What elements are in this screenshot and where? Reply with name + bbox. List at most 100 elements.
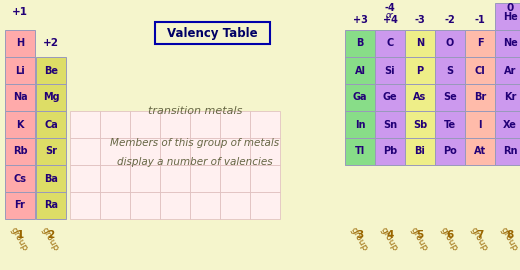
Bar bbox=[5, 165, 35, 192]
Text: C: C bbox=[386, 39, 394, 49]
Text: -1: -1 bbox=[475, 15, 485, 25]
Bar bbox=[375, 111, 405, 138]
Bar bbox=[435, 84, 465, 111]
Bar bbox=[100, 138, 130, 165]
Bar bbox=[435, 111, 465, 138]
Text: +4: +4 bbox=[383, 15, 397, 25]
Text: Members of this group of metals: Members of this group of metals bbox=[110, 139, 280, 148]
Text: group: group bbox=[40, 226, 60, 253]
Bar bbox=[36, 192, 66, 219]
Text: Kr: Kr bbox=[504, 93, 516, 103]
Bar bbox=[130, 111, 160, 138]
Text: S: S bbox=[447, 66, 453, 76]
Text: group: group bbox=[499, 226, 519, 253]
Text: 0: 0 bbox=[506, 3, 514, 13]
Bar bbox=[160, 138, 190, 165]
Bar bbox=[220, 111, 250, 138]
Bar bbox=[250, 138, 280, 165]
Bar bbox=[100, 111, 130, 138]
Bar bbox=[220, 192, 250, 219]
Bar bbox=[435, 138, 465, 165]
Text: 7: 7 bbox=[476, 230, 484, 240]
Bar bbox=[405, 84, 435, 111]
Text: Valency Table: Valency Table bbox=[167, 26, 258, 39]
Bar bbox=[190, 138, 220, 165]
Text: Be: Be bbox=[44, 66, 58, 76]
Text: Al: Al bbox=[355, 66, 366, 76]
Bar bbox=[190, 111, 220, 138]
Text: group: group bbox=[469, 226, 489, 253]
Bar bbox=[70, 138, 100, 165]
Bar bbox=[250, 111, 280, 138]
Text: Bi: Bi bbox=[414, 147, 425, 157]
Text: 5: 5 bbox=[417, 230, 424, 240]
Bar bbox=[100, 192, 130, 219]
Bar bbox=[190, 192, 220, 219]
Bar bbox=[405, 30, 435, 57]
Bar bbox=[250, 192, 280, 219]
Text: +1: +1 bbox=[12, 7, 28, 17]
Bar bbox=[36, 57, 66, 84]
Bar bbox=[465, 111, 495, 138]
Text: -4: -4 bbox=[385, 3, 395, 13]
Text: -3: -3 bbox=[414, 15, 425, 25]
Text: Tl: Tl bbox=[355, 147, 365, 157]
Bar bbox=[495, 30, 520, 57]
Text: Ge: Ge bbox=[383, 93, 397, 103]
Text: Rn: Rn bbox=[503, 147, 517, 157]
Bar bbox=[495, 111, 520, 138]
Text: group: group bbox=[9, 226, 30, 253]
Text: Fr: Fr bbox=[15, 201, 25, 211]
Bar bbox=[345, 138, 375, 165]
Bar bbox=[495, 57, 520, 84]
Bar bbox=[465, 84, 495, 111]
Bar bbox=[375, 30, 405, 57]
Text: Na: Na bbox=[12, 93, 28, 103]
Bar bbox=[405, 111, 435, 138]
Bar bbox=[345, 30, 375, 57]
Text: Sr: Sr bbox=[45, 147, 57, 157]
Text: Ga: Ga bbox=[353, 93, 367, 103]
Text: O: O bbox=[446, 39, 454, 49]
Bar bbox=[435, 57, 465, 84]
Bar bbox=[130, 165, 160, 192]
Bar bbox=[36, 111, 66, 138]
Text: Se: Se bbox=[443, 93, 457, 103]
Bar bbox=[190, 165, 220, 192]
Text: +3: +3 bbox=[353, 15, 368, 25]
Text: Po: Po bbox=[443, 147, 457, 157]
Bar bbox=[5, 84, 35, 111]
Text: group: group bbox=[439, 226, 460, 253]
Bar bbox=[375, 138, 405, 165]
Bar bbox=[36, 165, 66, 192]
Bar bbox=[70, 111, 100, 138]
Bar bbox=[495, 3, 520, 30]
Text: Si: Si bbox=[385, 66, 395, 76]
Text: 1: 1 bbox=[16, 230, 23, 240]
Bar bbox=[155, 22, 270, 44]
Text: Cs: Cs bbox=[14, 174, 27, 184]
Text: 6: 6 bbox=[446, 230, 453, 240]
Text: 8: 8 bbox=[506, 230, 514, 240]
Text: Pb: Pb bbox=[383, 147, 397, 157]
Text: Br: Br bbox=[474, 93, 486, 103]
Text: As: As bbox=[413, 93, 426, 103]
Bar bbox=[405, 138, 435, 165]
Text: B: B bbox=[356, 39, 363, 49]
Text: P: P bbox=[417, 66, 424, 76]
Text: 2: 2 bbox=[47, 230, 55, 240]
Text: In: In bbox=[355, 120, 365, 130]
Bar bbox=[5, 192, 35, 219]
Text: 3: 3 bbox=[356, 230, 363, 240]
Bar bbox=[375, 84, 405, 111]
Text: Ba: Ba bbox=[44, 174, 58, 184]
Text: Li: Li bbox=[15, 66, 25, 76]
Text: F: F bbox=[477, 39, 483, 49]
Text: group: group bbox=[379, 226, 399, 253]
Text: Ar: Ar bbox=[504, 66, 516, 76]
Bar bbox=[345, 57, 375, 84]
Text: Mg: Mg bbox=[43, 93, 59, 103]
Text: display a number of valencies: display a number of valencies bbox=[117, 157, 273, 167]
Text: Ne: Ne bbox=[503, 39, 517, 49]
Text: +2: +2 bbox=[43, 39, 59, 49]
